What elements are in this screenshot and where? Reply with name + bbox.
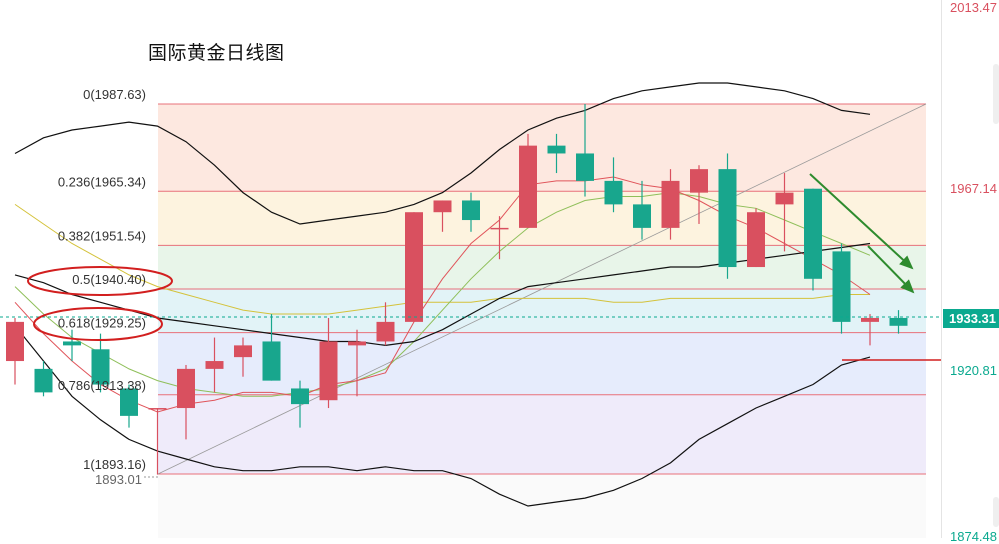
low-marker-label: 1893.01 [95,472,142,487]
candle-body [490,227,509,230]
axis-scrollbar-top[interactable] [993,64,999,124]
candle-body [576,153,594,181]
candle-body [718,169,737,268]
candle-body [148,408,167,410]
axis-label-1920: 1920.81 [950,363,997,378]
fib-band [158,332,926,395]
down-arrow-1 [809,173,914,270]
fib-label: 0.618(1929.25) [58,316,146,331]
candle-body [348,341,366,346]
candle-body [889,317,908,326]
candle-body [405,212,423,322]
candle-body [690,169,708,193]
axis-label-bottom: 1874.48 [950,529,997,544]
candle-body [6,321,24,362]
current-price-badge: 1933.31 [943,309,999,328]
chart-title: 国际黄金日线图 [148,42,285,64]
candle-body [234,345,252,358]
fib-label: 0.786(1913.38) [58,378,146,393]
fib-label: 0(1987.63) [83,87,146,102]
candle-body [376,321,395,342]
ma-slow-line [14,203,870,315]
candle-body [262,341,281,381]
down-arrow-2 [867,245,915,294]
candle-body [63,341,81,346]
candle-body [604,180,623,205]
candles [6,104,908,475]
candle-body [633,204,651,228]
candle-body [832,251,851,322]
candle-body [547,145,566,154]
candle-body [433,200,452,213]
candle-body [519,145,537,228]
candle-body [91,349,110,385]
fib-label: 1(1893.16) [83,457,146,472]
fib-band [158,104,926,192]
candle-body [462,200,480,221]
candle-body [177,368,195,409]
bollinger-upper [14,82,871,225]
candle-body [205,361,224,369]
candle-body [291,388,309,405]
candle-body [661,180,680,228]
fib-band [158,245,926,289]
fib-labels: 0(1987.63) 0.236(1965.34) 0.382(1951.54) 0.… [58,87,158,487]
candle-body [861,317,879,322]
candle-body [747,212,765,268]
fib-label: 0.382(1951.54) [58,228,146,243]
fib-label: 0.236(1965.34) [58,174,146,189]
price-axis [941,0,999,538]
fib-band [158,474,926,538]
candle-body [120,388,138,416]
fib-band [158,394,926,474]
candle-body [319,341,338,401]
axis-label-1967: 1967.14 [950,181,997,196]
fibonacci-bands [158,104,926,538]
fib-band [158,288,926,333]
highlight-ellipse-0.618 [33,307,163,341]
fib-label: 0.5(1940.40) [72,272,146,287]
axis-scrollbar-bottom[interactable] [993,497,999,527]
fib-diagonal-line [157,103,927,475]
highlight-ellipse-0.5 [27,266,173,296]
candle-body [804,188,822,279]
axis-label-top: 2013.47 [950,0,997,15]
candle-body [775,192,794,205]
candle-body [34,368,53,393]
